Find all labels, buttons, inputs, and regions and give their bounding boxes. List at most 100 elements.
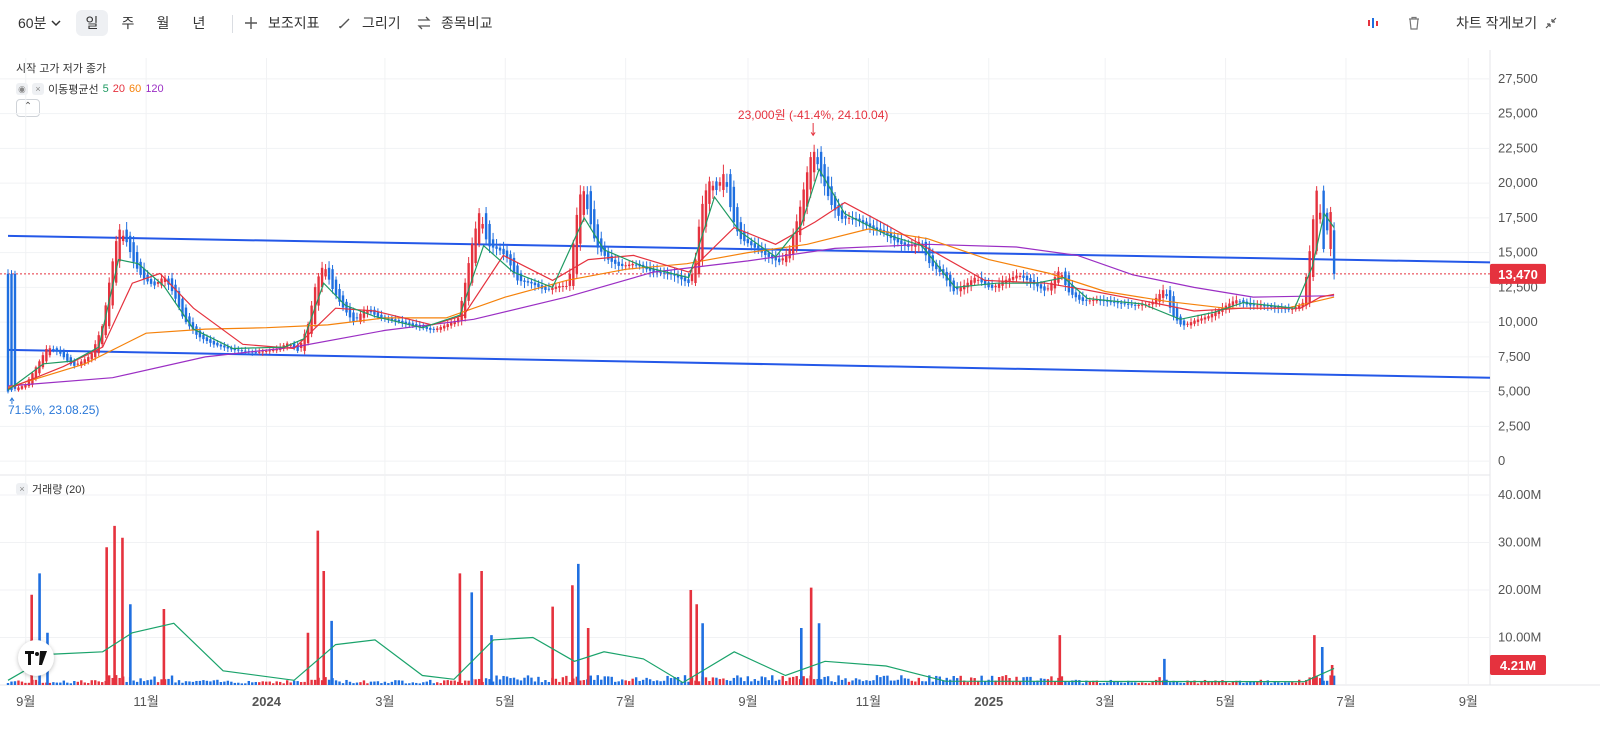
- candle-body: [191, 322, 195, 331]
- candle-body: [1242, 300, 1245, 304]
- indicators-button[interactable]: 보조지표: [244, 10, 320, 36]
- volume-bar: [610, 676, 613, 685]
- trendline: [7, 234, 1491, 264]
- candle-body: [118, 229, 121, 262]
- candle-body: [27, 379, 31, 387]
- candle-body: [1203, 317, 1207, 320]
- close-icon[interactable]: ×: [32, 83, 44, 95]
- candle-body: [285, 343, 289, 347]
- candle-body: [851, 218, 854, 220]
- candle-body: [659, 272, 662, 274]
- candle-body: [317, 276, 320, 306]
- volume-bar: [645, 677, 648, 685]
- volume-bar: [652, 681, 655, 685]
- compare-label: 종목비교: [441, 15, 493, 31]
- volume-bar: [1256, 681, 1259, 685]
- interval-select[interactable]: 60분: [18, 10, 66, 36]
- candle-body: [690, 274, 694, 282]
- time-tick-label: 5월: [496, 694, 515, 709]
- volume-bar: [872, 680, 875, 685]
- chart-style-button[interactable]: [1366, 10, 1384, 36]
- candle-body: [502, 248, 505, 255]
- period-day[interactable]: 일: [76, 10, 108, 36]
- candle-body: [1325, 212, 1329, 231]
- candle-body: [966, 282, 969, 288]
- volume-bar: [732, 677, 736, 685]
- volume-bar: [743, 681, 746, 685]
- volume-bar: [352, 683, 355, 685]
- candle-body: [847, 218, 851, 220]
- candle-body: [1015, 275, 1018, 279]
- compare-button[interactable]: 종목비교: [417, 10, 493, 36]
- volume-bar: [1168, 682, 1172, 685]
- current-volume-badge: [1490, 655, 1546, 676]
- volume-bar: [683, 675, 687, 685]
- candle-body: [6, 273, 10, 392]
- volume-bar: [512, 677, 516, 685]
- eye-icon[interactable]: ◉: [16, 83, 28, 95]
- close-icon[interactable]: ×: [16, 483, 28, 495]
- candle-body: [1186, 323, 1189, 325]
- volume-bar: [624, 680, 627, 685]
- volume-bar: [833, 681, 837, 685]
- candle-body: [718, 182, 722, 186]
- volume-spike-bar: [458, 573, 462, 685]
- candle-body: [226, 346, 230, 349]
- volume-bar: [20, 681, 24, 685]
- volume-bar: [1322, 680, 1325, 685]
- volume-bar: [212, 680, 216, 685]
- candle-body: [1270, 305, 1273, 308]
- volume-bar: [593, 679, 596, 685]
- period-month[interactable]: 월: [156, 15, 170, 31]
- delete-button[interactable]: [1407, 10, 1425, 36]
- volume-bar: [505, 676, 509, 685]
- candle-body: [174, 284, 177, 299]
- volume-bar: [6, 683, 10, 685]
- collapse-legend-button[interactable]: ⌃: [16, 99, 40, 117]
- volume-bar: [750, 681, 753, 685]
- volume-bar: [436, 682, 439, 685]
- volume-bar: [959, 675, 962, 685]
- volume-bar: [209, 681, 212, 685]
- time-tick-label: 9월: [1459, 694, 1478, 709]
- tradingview-logo[interactable]: [18, 640, 54, 676]
- candle-body: [362, 309, 366, 318]
- candle-body: [184, 307, 188, 323]
- candle-body: [791, 235, 795, 254]
- period-week[interactable]: 주: [121, 15, 135, 31]
- volume-bar: [634, 677, 638, 685]
- volume-bar: [268, 681, 271, 685]
- candle-body: [565, 285, 568, 287]
- volume-bar: [1332, 675, 1336, 685]
- pencil-icon: [339, 18, 350, 29]
- volume-bar: [1001, 676, 1004, 685]
- draw-button[interactable]: 그리기: [338, 10, 401, 36]
- candle-body: [750, 241, 753, 246]
- candle-body: [1137, 304, 1140, 306]
- volume-bar: [477, 678, 481, 685]
- candle-body: [352, 312, 355, 322]
- candle-body: [875, 227, 879, 230]
- volume-bar: [816, 678, 819, 685]
- volume-bar: [320, 680, 324, 685]
- compact-view-button[interactable]: 차트 작게보기: [1456, 10, 1561, 36]
- volume-bar: [359, 682, 362, 685]
- volume-bar: [931, 681, 934, 685]
- volume-bar: [429, 679, 432, 685]
- candle-body: [903, 242, 907, 246]
- volume-bar: [397, 680, 401, 685]
- volume-bar: [600, 679, 603, 685]
- period-year[interactable]: 년: [192, 15, 206, 31]
- volume-bar: [1207, 681, 1210, 685]
- candle-body: [62, 351, 66, 358]
- volume-bar: [432, 683, 435, 685]
- volume-bar: [467, 680, 470, 685]
- volume-bar: [387, 683, 390, 685]
- candle-body: [258, 351, 261, 353]
- candle-body: [561, 285, 565, 287]
- candle-body: [1130, 304, 1133, 306]
- volume-bar: [422, 682, 425, 685]
- volume-bar: [928, 675, 931, 685]
- volume-bar: [921, 681, 924, 685]
